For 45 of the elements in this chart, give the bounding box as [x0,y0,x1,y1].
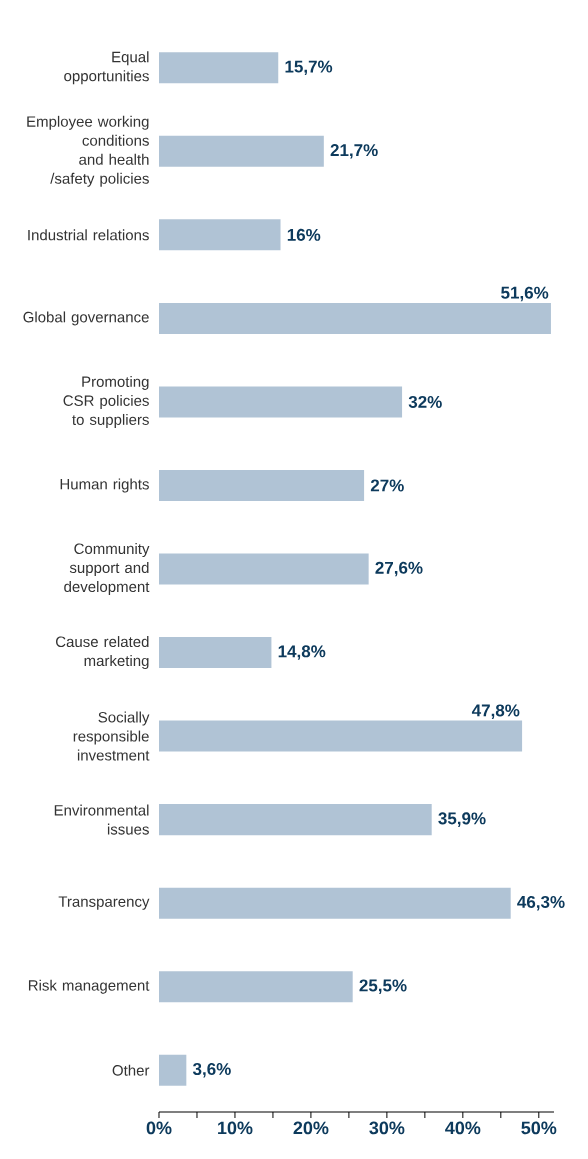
data-label: 27,6% [375,561,423,577]
y-tick-label: Environmental issues [54,804,149,835]
x-tick-label: 20% [293,1121,329,1135]
y-tick-label: Human rights [60,478,149,493]
y-tick-label: Risk management [28,979,150,994]
data-label: 35,9% [438,812,486,827]
x-tick-label: 10% [218,1121,253,1135]
data-label: 32% [408,395,442,408]
x-tick-label: 30% [369,1121,405,1135]
x-tick-label: 0% [146,1121,172,1135]
bar [159,804,432,836]
y-tick-label: Cause related marketing [56,636,149,670]
data-label: 15,7% [285,60,333,76]
y-tick-label: Industrial relations [28,229,149,241]
y-tick-label: Promoting CSR policies to suppliers [63,375,149,428]
data-label: 25,5% [359,979,407,994]
bar [159,135,324,167]
bar [159,553,369,585]
data-label: 16% [287,228,321,241]
y-tick-label: Global governance [23,311,149,326]
x-tick-label: 40% [445,1121,481,1135]
bar [159,887,511,919]
y-tick-label: Community support and development [64,543,150,595]
bar [159,720,523,752]
bar [159,637,272,669]
data-label: 21,7% [330,144,378,159]
y-tick-label: Employee working conditions and health /safety policies [27,115,149,187]
data-label: 14,8% [278,645,326,660]
bar [159,219,281,251]
y-tick-label: Transparency [58,896,150,910]
y-tick-label: Socially responsible investment [73,711,150,761]
y-tick-label: Other [112,1064,150,1076]
data-label: 27% [370,479,404,492]
data-label: 3,6% [192,1062,231,1078]
data-label: 51,6% [501,286,549,302]
bar [159,1054,187,1086]
data-label: 46,3% [517,895,565,911]
x-tick-label: 50% [521,1121,557,1135]
bar [159,971,353,1003]
y-tick-label: Equal opportunities [64,51,149,85]
data-label: 47,8% [471,704,520,719]
bar [159,469,365,501]
bar [159,52,279,84]
bar [159,302,551,334]
bar [159,386,403,418]
